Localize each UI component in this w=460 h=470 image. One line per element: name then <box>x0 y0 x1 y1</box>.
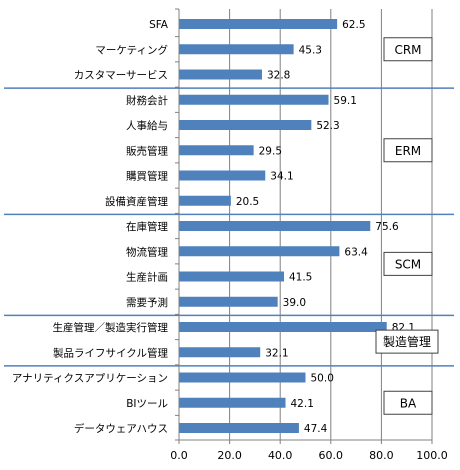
group-label-4: BA <box>400 396 417 410</box>
value-tick-label-4: 80.0 <box>369 449 394 462</box>
value-label-2: 32.8 <box>267 70 290 82</box>
value-label-15: 42.1 <box>291 398 314 410</box>
group-label-0: CRM <box>394 43 421 57</box>
bar-16 <box>179 423 299 433</box>
value-label-16: 47.4 <box>304 423 328 435</box>
bar-6 <box>179 170 266 181</box>
bar-7 <box>179 195 231 206</box>
value-label-5: 29.5 <box>259 145 282 157</box>
category-label-5: 販売管理 <box>126 144 168 157</box>
category-label-9: 物流管理 <box>126 245 168 258</box>
category-label-2: カスタマーサービス <box>74 70 168 82</box>
category-label-8: 在庫管理 <box>126 220 168 233</box>
bar-14 <box>179 372 306 383</box>
bar-1 <box>179 44 294 55</box>
bar-12 <box>179 322 387 332</box>
bar-3 <box>179 94 329 105</box>
value-label-13: 32.1 <box>265 347 288 359</box>
value-tick-label-3: 60.0 <box>319 449 344 462</box>
value-label-4: 52.3 <box>316 120 339 132</box>
value-label-14: 50.0 <box>311 373 334 385</box>
category-label-3: 財務会計 <box>126 94 168 107</box>
bar-13 <box>179 347 261 358</box>
value-label-11: 39.0 <box>283 297 306 309</box>
category-label-0: SFA <box>149 19 169 31</box>
group-box-3 <box>375 329 439 354</box>
group-label-1: ERM <box>395 144 421 158</box>
category-label-6: 購買管理 <box>126 170 168 183</box>
bar-15 <box>179 397 286 408</box>
bar-10 <box>179 271 284 282</box>
bar-5 <box>179 145 254 156</box>
value-tick-label-5: 100.0 <box>416 449 448 462</box>
bar-11 <box>179 296 278 307</box>
category-label-16: データウェアハウス <box>74 422 168 435</box>
category-label-1: マーケティング <box>95 43 168 56</box>
bar-0 <box>179 19 338 29</box>
bar-8 <box>179 221 371 231</box>
value-label-3: 59.1 <box>334 95 357 107</box>
bar-4 <box>179 120 312 130</box>
category-label-10: 生産計画 <box>126 271 168 284</box>
value-tick-label-2: 40.0 <box>268 449 293 462</box>
value-label-10: 41.5 <box>289 272 312 284</box>
category-label-15: BIツール <box>126 398 168 410</box>
category-label-4: 人事給与 <box>126 119 168 132</box>
group-box-4 <box>383 390 433 415</box>
value-label-9: 63.4 <box>344 246 368 258</box>
category-label-13: 製品ライフサイクル管理 <box>53 346 168 359</box>
value-label-8: 75.6 <box>375 221 399 233</box>
value-tick-label-0: 0.0 <box>170 449 188 462</box>
group-box-2 <box>383 251 433 276</box>
category-label-7: 設備資産管理 <box>105 195 168 208</box>
value-label-6: 34.1 <box>270 171 293 183</box>
group-label-2: SCM <box>395 257 421 271</box>
category-label-11: 需要予測 <box>126 296 168 309</box>
value-label-0: 62.5 <box>342 19 365 31</box>
value-label-1: 45.3 <box>299 44 322 56</box>
group-label-3: 製造管理 <box>383 334 431 349</box>
category-label-12: 生産管理／製造実行管理 <box>53 321 169 334</box>
category-label-14: アナリティクスアプリケーション <box>12 373 168 385</box>
value-label-7: 20.5 <box>236 196 259 208</box>
bar-9 <box>179 246 340 257</box>
bar-2 <box>179 69 262 80</box>
value-tick-label-1: 20.0 <box>217 449 242 462</box>
group-box-1 <box>383 138 433 163</box>
group-box-0 <box>383 37 433 62</box>
